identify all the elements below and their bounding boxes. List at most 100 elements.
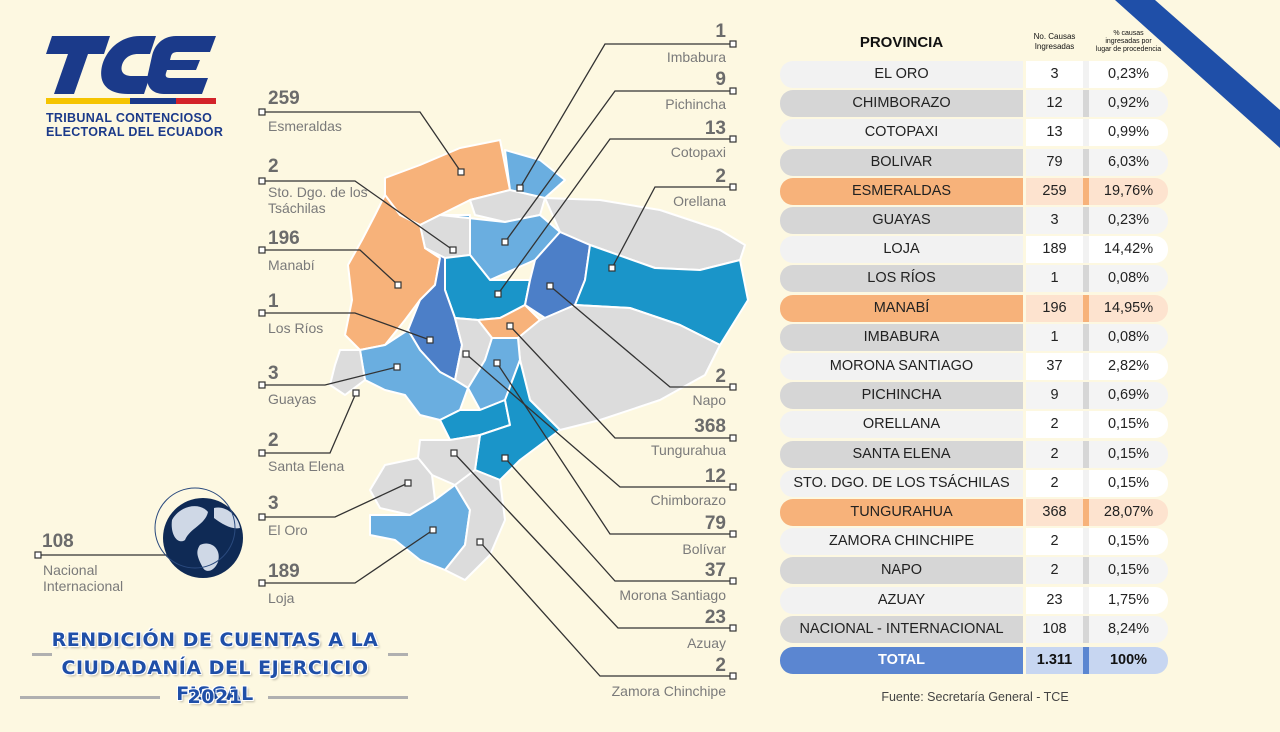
province-manabi [344,194,441,351]
label-azuay-name: Azuay [687,635,726,651]
globe-icon [154,487,243,578]
cell-causas: 9 [1026,382,1083,409]
label-santaelena-name: Santa Elena [268,458,345,474]
title-rule-bottom-right [268,696,408,699]
cell-causas: 2 [1026,470,1083,497]
header-provincia: PROVINCIA [859,34,944,51]
cell-causas: 189 [1026,236,1083,263]
label-esmeraldas-name: Esmeraldas [268,118,342,134]
cell-provincia: LOJA [780,236,1023,263]
cell-pct: 19,76% [1089,178,1168,205]
total-divider [1083,647,1089,674]
cell-divider [1083,382,1089,409]
table-total-row: TOTAL 1.311 100% [780,647,1168,674]
cell-causas: 79 [1026,149,1083,176]
cell-provincia: ORELLANA [780,411,1023,438]
table-row: AZUAY 23 1,75% [780,587,1168,614]
table-row: SANTA ELENA 2 0,15% [780,441,1168,468]
cell-provincia: IMBABURA [780,324,1023,351]
label-eloro-name: El Oro [268,522,308,538]
label-napo-value: 2 [715,366,726,387]
header-causas-line1: No. Causas [1033,32,1076,41]
total-pct: 100% [1089,647,1168,674]
table-row: NACIONAL - INTERNACIONAL 108 8,24% [780,616,1168,643]
cell-pct: 0,92% [1089,90,1168,117]
label-zamora-value: 2 [715,655,726,676]
cell-divider [1083,207,1089,234]
cell-causas: 2 [1026,441,1083,468]
label-pichincha-name: Pichincha [665,96,726,112]
cell-divider [1083,441,1089,468]
cell-provincia: ZAMORA CHINCHIPE [780,528,1023,555]
cell-provincia: NAPO [780,557,1023,584]
cell-pct: 2,82% [1089,353,1168,380]
label-chimborazo-name: Chimborazo [650,492,726,508]
label-morona-value: 37 [704,560,726,581]
label-manabi-name: Manabí [268,257,315,273]
label-loja-name: Loja [268,590,295,606]
cell-provincia: NACIONAL - INTERNACIONAL [780,616,1023,643]
label-nacional-name: Nacional Internacional [43,562,124,594]
cell-causas: 196 [1026,295,1083,322]
tce-logo [46,36,216,104]
logo-text-line1: TRIBUNAL CONTENCIOSO [46,111,213,125]
header-pct: % causas ingresadas por lugar de procede… [1089,30,1168,54]
title-rule-left [32,653,52,656]
source-note: Fuente: Secretaría General - TCE [881,690,1069,704]
label-manabi-value: 196 [268,228,300,249]
cell-causas: 37 [1026,353,1083,380]
cell-causas: 1 [1026,265,1083,292]
title-rule-bottom-left [20,696,160,699]
cell-causas: 2 [1026,411,1083,438]
table-row: COTOPAXI 13 0,99% [780,119,1168,146]
label-loja-value: 189 [268,561,300,582]
total-label: TOTAL [780,647,1023,674]
label-cotopaxi-name: Cotopaxi [670,144,726,160]
label-guayas-value: 3 [268,363,279,384]
cell-pct: 28,07% [1089,499,1168,526]
label-pichincha-value: 9 [715,69,726,90]
label-cotopaxi-value: 13 [704,118,726,139]
label-stodgo-name: Sto. Dgo. de los Tsáchilas [268,184,368,216]
cell-causas: 368 [1026,499,1083,526]
logo-text-line2: ELECTORAL DEL ECUADOR [46,125,224,139]
cell-pct: 0,08% [1089,324,1168,351]
table-row: LOJA 189 14,42% [780,236,1168,263]
cell-provincia: COTOPAXI [780,119,1023,146]
cell-pct: 0,15% [1089,441,1168,468]
table-row: TUNGURAHUA 368 28,07% [780,499,1168,526]
cell-divider [1083,295,1089,322]
table-row: MORONA SANTIAGO 37 2,82% [780,353,1168,380]
cell-divider [1083,557,1089,584]
cell-provincia: CHIMBORAZO [780,90,1023,117]
label-orellana-value: 2 [715,166,726,187]
header-pct-line3: lugar de procedencia [1095,46,1162,53]
label-bolivar-name: Bolívar [682,541,726,557]
cell-divider [1083,178,1089,205]
table-row: EL ORO 3 0,23% [780,61,1168,88]
header-causas: No. Causas Ingresadas [1026,32,1083,52]
table-row: MANABÍ 196 14,95% [780,295,1168,322]
cell-pct: 0,15% [1089,411,1168,438]
header-pct-line1: % causas [1113,30,1144,37]
cell-pct: 0,99% [1089,119,1168,146]
cell-divider [1083,587,1089,614]
cell-divider [1083,90,1089,117]
cell-divider [1083,499,1089,526]
cell-provincia: MORONA SANTIAGO [780,353,1023,380]
label-azuay-value: 23 [704,607,726,628]
corner-stripe-decoration [1115,0,1280,148]
cell-divider [1083,616,1089,643]
cell-causas: 2 [1026,528,1083,555]
cell-provincia: PICHINCHA [780,382,1023,409]
cell-pct: 14,42% [1089,236,1168,263]
table-row: STO. DGO. DE LOS TSÁCHILAS 2 0,15% [780,470,1168,497]
table-row: ESMERALDAS 259 19,76% [780,178,1168,205]
label-stodgo-value: 2 [268,156,279,177]
label-losrios-name: Los Ríos [268,320,324,336]
header-pct-line2: ingresadas por [1105,38,1152,45]
cell-divider [1083,119,1089,146]
cell-divider [1083,265,1089,292]
total-causas: 1.311 [1026,647,1083,674]
table-row: CHIMBORAZO 12 0,92% [780,90,1168,117]
